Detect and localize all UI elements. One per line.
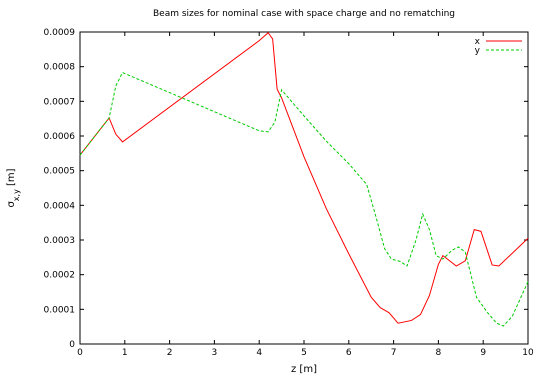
plot-frame	[79, 31, 529, 345]
x-tick-label: 1	[122, 348, 128, 358]
x-tick-label: 2	[167, 348, 173, 358]
series-line-x	[79, 31, 529, 324]
y-tick-label: 0	[69, 340, 75, 350]
x-tick-label: 6	[346, 348, 352, 358]
y-tick-label: 0.0009	[44, 28, 76, 38]
y-tick-label: 0.0008	[44, 63, 76, 73]
x-tick-label: 5	[301, 348, 307, 358]
y-tick-label: 0.0003	[44, 236, 76, 246]
x-tick-label: 4	[256, 348, 262, 358]
series-line-y	[79, 71, 529, 327]
y-tick-label: 0.0002	[44, 271, 76, 281]
x-tick-label: 3	[212, 348, 218, 358]
chart-title: Beam sizes for nominal case with space c…	[153, 9, 455, 19]
legend: xy	[475, 37, 522, 56]
y-axis-label-unit: [m]	[6, 168, 17, 189]
y-tick-label: 0.0001	[44, 305, 76, 315]
x-tick-label: 10	[522, 348, 533, 358]
y-axis-label-main: σ	[6, 201, 17, 208]
x-tick-label: 8	[436, 348, 442, 358]
legend-label-x: x	[475, 37, 481, 47]
x-tick-label: 0	[77, 348, 83, 358]
y-tick-label: 0.0006	[44, 132, 76, 142]
y-tick-label: 0.0004	[44, 201, 76, 211]
x-tick-label: 9	[480, 348, 486, 358]
y-ticks: 0 0.0001 0.0002 0.0003 0.0004 0.0005 0.0006 0.0…	[44, 28, 528, 350]
y-tick-label: 0.0007	[44, 97, 76, 107]
y-axis-label-sub: x,y	[12, 189, 21, 201]
x-ticks: 0 1 2 3 4 5 6 7 8 9 10	[77, 32, 533, 358]
x-tick-label: 7	[391, 348, 397, 358]
series-lines	[79, 31, 529, 327]
legend-label-y: y	[475, 46, 481, 56]
y-tick-label: 0.0005	[44, 167, 76, 177]
x-axis-label: z [m]	[291, 364, 317, 375]
y-axis-label: σx,y [m]	[6, 168, 21, 207]
